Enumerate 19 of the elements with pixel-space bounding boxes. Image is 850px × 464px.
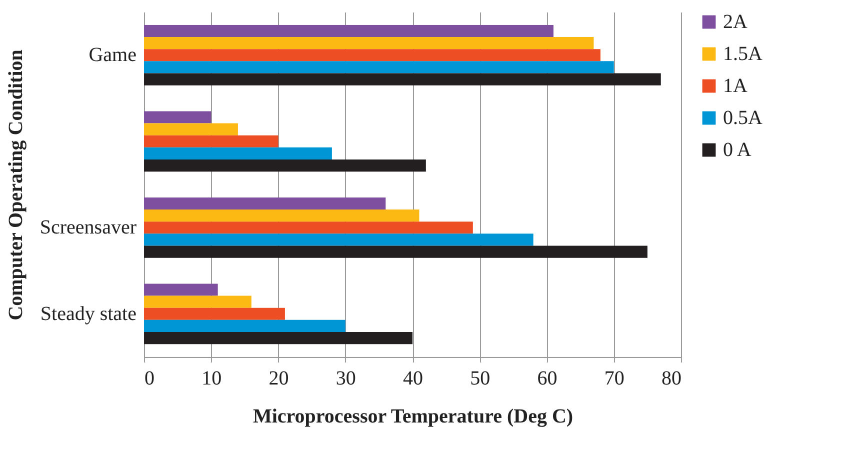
x-tick-label: 80 xyxy=(662,368,682,390)
y-tick-label: Screensaver xyxy=(40,216,137,239)
legend-label: 2A xyxy=(723,11,748,33)
x-tick-label: 30 xyxy=(336,368,356,390)
x-tick-label: 40 xyxy=(403,368,423,390)
x-tick-label: 20 xyxy=(268,368,289,390)
legend-label: 1A xyxy=(723,75,748,97)
x-tick-label: 60 xyxy=(537,368,558,390)
x-tick-label: 50 xyxy=(470,368,490,390)
legend-label: 0 A xyxy=(723,139,752,161)
y-tick-label: Steady state xyxy=(40,302,137,325)
legend-label: 0.5A xyxy=(723,107,763,129)
x-axis-title: Microprocessor Temperature (Deg C) xyxy=(252,406,574,428)
legend-label: 1.5A xyxy=(723,43,763,65)
x-tick-label: 70 xyxy=(604,368,624,390)
y-tick-label: Game xyxy=(88,44,137,66)
y-axis-title: Computer Operating Condition xyxy=(4,50,27,320)
x-tick-label: 10 xyxy=(202,368,222,390)
x-tick-label: 0 xyxy=(144,368,154,390)
